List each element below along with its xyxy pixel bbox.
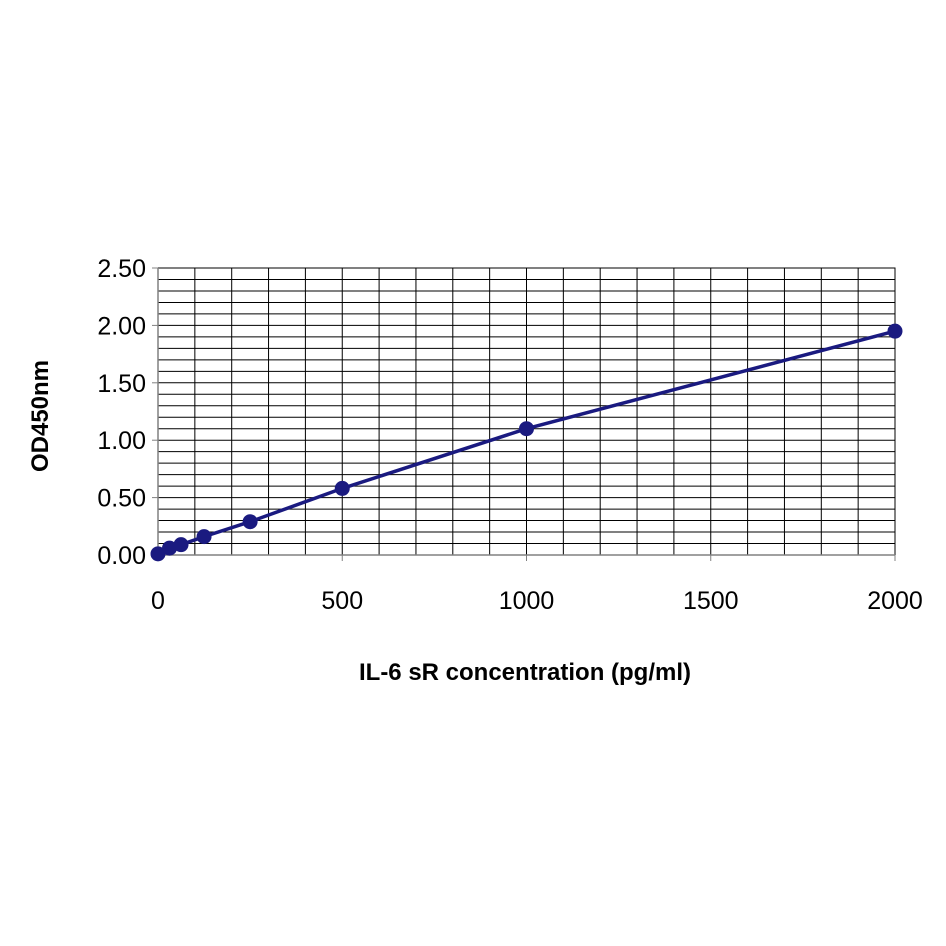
x-tick-label: 500: [321, 587, 363, 615]
series-group: [150, 323, 903, 562]
data-point: [196, 529, 212, 545]
x-tick-label: 1500: [683, 587, 739, 615]
data-point: [173, 537, 189, 553]
tick-labels: 0.00 0.50 1.00 1.50 2.00 2.50 0 500 1000 1500 2000: [97, 255, 922, 615]
y-tick-label: 0.00: [97, 542, 146, 570]
x-tick-label: 0: [151, 587, 165, 615]
plot-area: 0.00 0.50 1.00 1.50 2.00 2.50 0 500 1000 1500 2000: [97, 255, 922, 615]
x-tick-label: 1000: [499, 587, 555, 615]
x-axis-title: IL-6 sR concentration (pg/ml): [359, 659, 691, 686]
y-axis-title: OD450nm: [27, 360, 54, 472]
y-tick-label: 2.50: [97, 255, 146, 283]
y-tick-label: 1.00: [97, 427, 146, 455]
data-point: [162, 540, 178, 556]
data-point: [887, 323, 903, 339]
y-tick-label: 0.50: [97, 485, 146, 513]
data-point: [242, 514, 258, 530]
data-point: [334, 480, 350, 496]
gridlines: [158, 268, 895, 555]
y-tick-label: 1.50: [97, 370, 146, 398]
y-tick-label: 2.00: [97, 312, 146, 340]
data-point: [150, 546, 166, 562]
data-point: [519, 421, 534, 437]
x-tick-label: 2000: [867, 587, 923, 615]
